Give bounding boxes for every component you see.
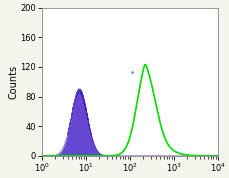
- Y-axis label: Counts: Counts: [9, 65, 19, 99]
